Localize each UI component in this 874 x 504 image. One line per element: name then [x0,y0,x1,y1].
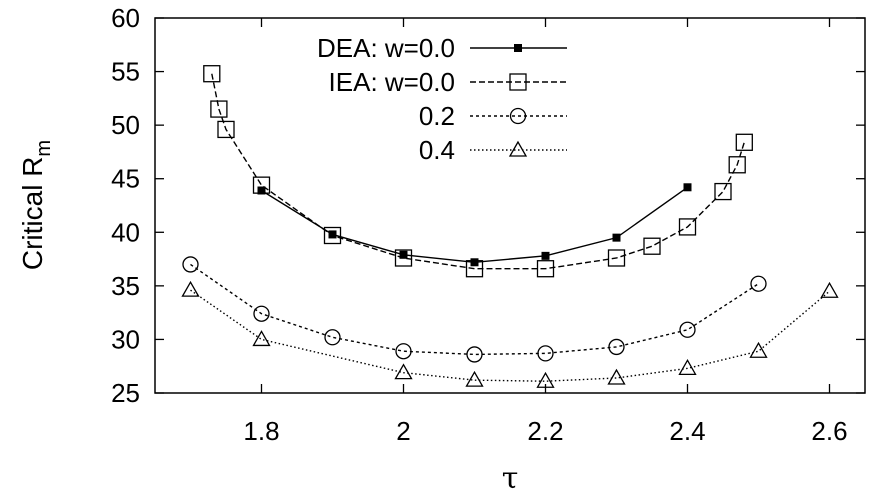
data-point [252,330,271,347]
data-point [679,321,696,338]
legend-label: 0.4 [419,135,455,165]
data-point [465,260,484,278]
data-point [537,345,554,362]
y-tick-label: 60 [111,3,140,33]
data-point [470,258,479,267]
data-point [465,370,484,387]
x-tick-label: 2.6 [811,416,847,446]
x-tick-label: 2.4 [669,416,705,446]
data-point [541,251,550,260]
data-point [252,176,271,194]
data-point [820,281,839,298]
legend: DEA: w=0.0 IEA: w=0.0 0.2 0.4 [317,33,567,165]
data-point [612,233,621,242]
data-point [750,275,767,292]
data-point [728,156,746,174]
data-point [394,363,413,380]
y-tick-label: 50 [111,110,140,140]
y-tick-label: 40 [111,217,140,247]
data-point [253,305,270,322]
data-point [643,237,661,255]
data-point [399,250,408,259]
y-tick-label: 35 [111,271,140,301]
y-axis-title-subscript: m [33,140,55,157]
data-point [181,280,200,297]
data-point [607,368,626,385]
data-point [608,338,625,356]
data-point [466,346,483,363]
y-tick-label: 45 [111,164,140,194]
data-point [749,341,768,358]
series-3 [182,256,767,363]
data-point [394,249,413,267]
data-point [257,186,266,195]
data-point [607,249,626,267]
x-tick-label: 2 [396,416,410,446]
series-4 [181,280,839,388]
y-tick-label: 30 [111,324,140,354]
series-line [190,289,830,382]
axis-ticks [155,17,865,394]
tick-labels: 1.8 2 2.2 2.4 2.6 25 30 35 40 45 50 55 60 [111,3,848,446]
y-tick-label: 25 [111,378,140,408]
data-point [182,256,199,273]
data-point [324,329,341,346]
legend-label: 0.2 [419,101,455,131]
series-line [261,186,688,263]
data-point [203,65,221,83]
x-tick-label: 1.8 [243,416,279,446]
legend-marker [508,140,528,157]
plot-frame [154,17,866,394]
series-2 [203,65,753,278]
series-line [190,263,759,356]
y-axis-title: Critical Rm [17,140,55,270]
legend-marker [509,107,527,125]
data-point [210,100,228,118]
y-axis-title-main: Critical R [17,157,48,271]
legend-marker [514,44,522,52]
data-point [678,218,697,236]
data-point [395,343,412,360]
data-point [536,371,555,388]
series-line [211,73,745,270]
data-point [328,230,337,239]
data-point [714,182,732,201]
legend-label: DEA: w=0.0 [317,33,455,63]
data-point [735,133,753,151]
data-point [217,120,235,139]
data-point [323,226,342,245]
x-tick-label: 2.2 [527,416,563,446]
legend-label: IEA: w=0.0 [329,67,455,97]
data-point [678,359,697,376]
data-point [683,183,692,192]
series-1 [257,183,692,267]
y-tick-label: 55 [111,57,140,87]
x-axis-title: τ [502,461,519,496]
data-series [181,65,839,388]
data-point [536,260,555,278]
legend-marker [509,73,527,91]
